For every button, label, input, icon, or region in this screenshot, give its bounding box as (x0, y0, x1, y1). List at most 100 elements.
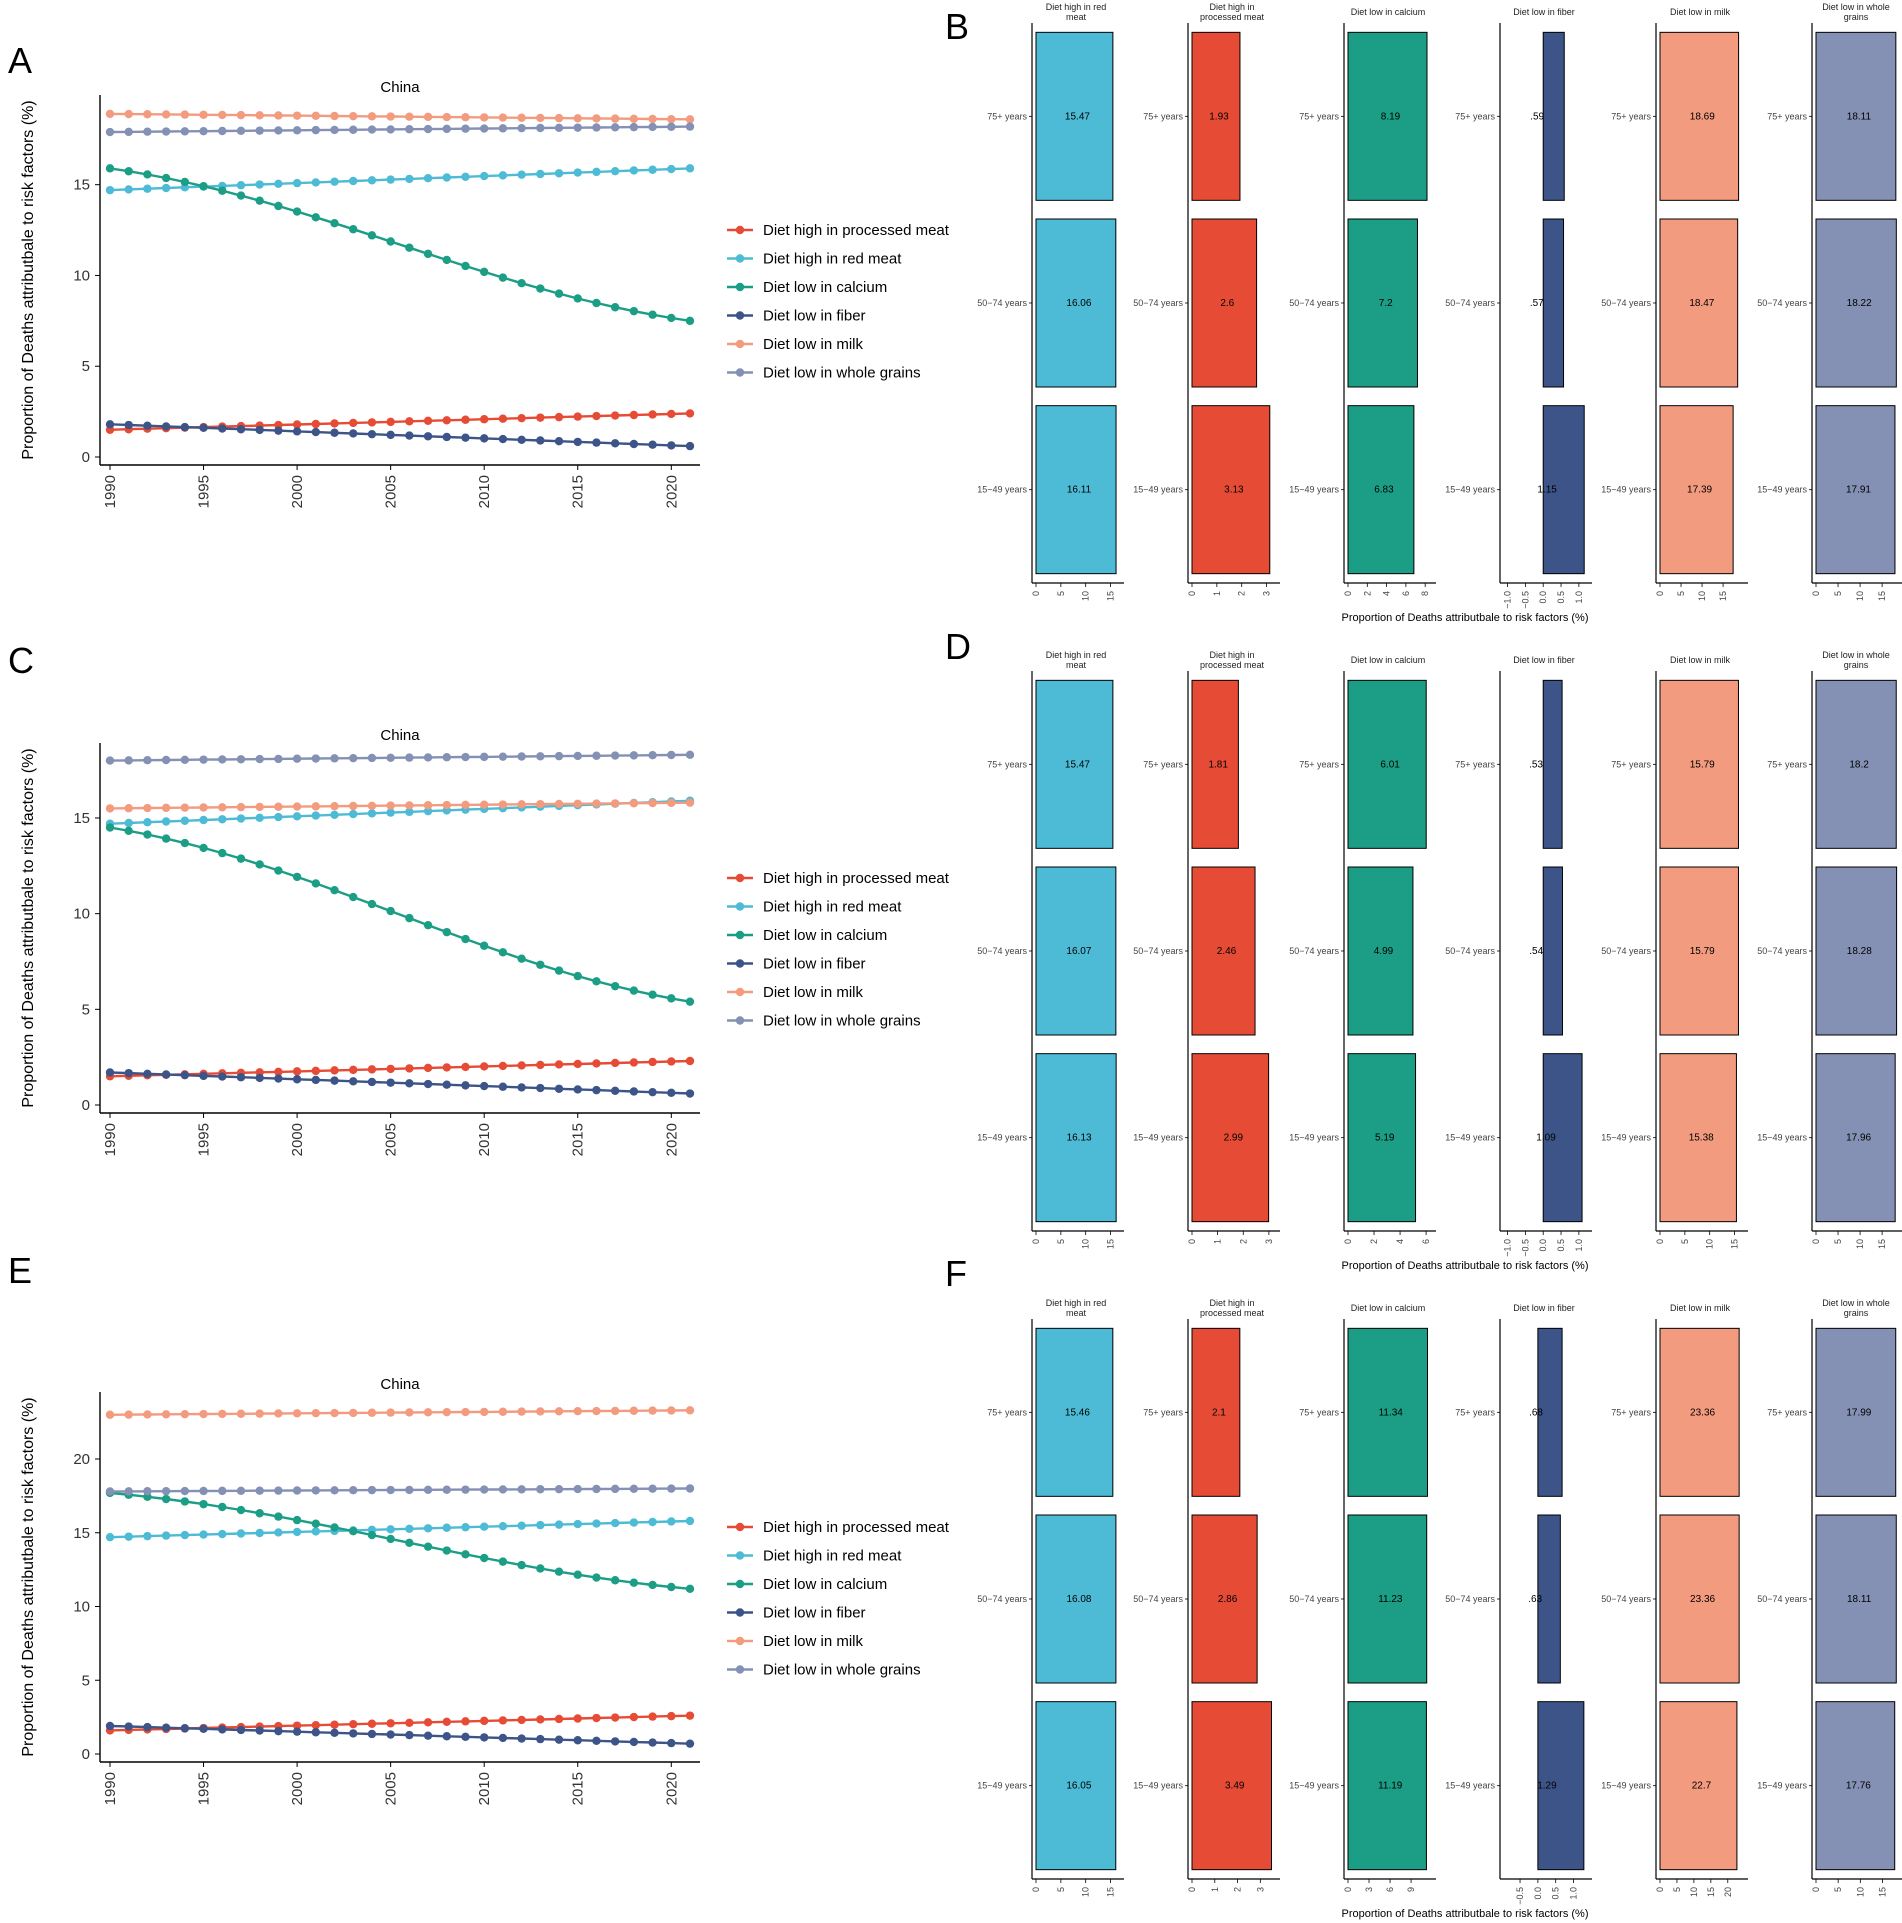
facet-x-tick-label: 10 (1697, 591, 1707, 601)
data-point (161, 422, 171, 431)
data-point (292, 1409, 302, 1418)
facet-x-tick-label: 5 (1833, 1239, 1843, 1244)
data-point (592, 751, 601, 760)
data-point (592, 1085, 601, 1095)
data-point (592, 1573, 601, 1582)
data-point (554, 169, 564, 178)
facet-x-tick-label: 10 (1081, 591, 1091, 601)
data-point (349, 892, 358, 902)
data-point (349, 1065, 358, 1075)
data-point (105, 1487, 115, 1496)
data-point (442, 1717, 451, 1727)
data-point (292, 1486, 302, 1495)
facet-x-tick-label: −0.5 (1520, 1239, 1530, 1257)
data-point (386, 906, 395, 916)
data-point (124, 818, 133, 828)
data-point (554, 751, 564, 761)
data-point (367, 1719, 377, 1728)
data-point (161, 183, 171, 193)
age-group-label: 15−49 years (1601, 485, 1651, 495)
data-point (423, 249, 433, 259)
age-group-label: 50−74 years (1133, 1594, 1183, 1604)
data-point (667, 750, 676, 760)
y-tick-label: 0 (82, 1097, 90, 1114)
legend-marker (735, 311, 745, 320)
bar (1659, 405, 1734, 575)
age-group-label: 50−74 years (977, 298, 1027, 308)
bar (1035, 31, 1114, 201)
bar (1815, 1514, 1897, 1684)
data-point (292, 126, 302, 135)
data-point (517, 413, 526, 423)
data-point (161, 1531, 171, 1540)
data-point (218, 110, 227, 120)
facet-x-tick-label: 0 (1655, 1887, 1665, 1892)
facet-diet-low-in-milk: Diet low in milk 0 5 10 15 75+ years 18.69 50−7… (1601, 7, 1748, 601)
data-point (274, 1074, 283, 1083)
facet-x-tick-label: 10 (1689, 1887, 1699, 1897)
age-group-label: 75+ years (1611, 759, 1651, 769)
data-point (517, 1061, 526, 1070)
data-point (292, 872, 302, 882)
data-point (479, 1553, 489, 1563)
data-point (349, 125, 358, 134)
bar (1542, 866, 1563, 1036)
facet-x-tick-label: 10 (1855, 1887, 1865, 1897)
facet-x-tick-label: 0 (1343, 1239, 1353, 1244)
data-point (423, 1718, 433, 1727)
data-point (442, 124, 451, 134)
data-point (292, 111, 302, 120)
data-point (685, 164, 695, 173)
bar (1537, 1327, 1563, 1497)
data-point (610, 123, 620, 132)
data-point (405, 1730, 414, 1740)
facet-x-tick-label: 0 (1187, 1887, 1197, 1892)
data-point (685, 1739, 695, 1748)
data-point (461, 124, 470, 133)
facet-title-line: Diet low in fiber (1513, 7, 1575, 17)
bar-value-label: 1.29 (1537, 1781, 1557, 1792)
data-point (311, 1066, 321, 1076)
data-point (274, 1067, 283, 1077)
data-point (405, 112, 414, 121)
facet-title-line: Diet low in whole (1822, 1298, 1890, 1308)
bar-value-label: 2.46 (1217, 946, 1237, 957)
age-group-label: 50−74 years (1757, 1594, 1807, 1604)
data-point (573, 294, 582, 303)
data-point (498, 1521, 508, 1531)
data-point (685, 441, 695, 451)
data-point (479, 267, 489, 277)
data-point (311, 802, 321, 811)
bar (1815, 1327, 1897, 1497)
data-point (554, 113, 564, 123)
data-point (629, 166, 639, 175)
data-point (218, 126, 227, 136)
facet-diet-low-in-calcium: Diet low in calcium 0 2 4 6 8 75+ years 8.19 50−… (1289, 7, 1436, 596)
facet-x-tick-label: 0.0 (1538, 591, 1548, 604)
y-tick-label: 15 (73, 1525, 90, 1542)
x-axis-label: Proportion of Deaths attributbale to ris… (1342, 1260, 1589, 1272)
data-point (105, 127, 115, 137)
data-point (274, 1726, 283, 1736)
data-point (667, 1406, 676, 1415)
data-point (349, 1720, 358, 1729)
data-point (199, 1724, 208, 1734)
facet-x-tick-label: −1.0 (1503, 1239, 1513, 1257)
data-point (274, 1486, 283, 1495)
facet-x-tick-label: −0.5 (1520, 591, 1530, 609)
data-point (685, 798, 695, 807)
data-point (236, 110, 246, 120)
data-point (274, 111, 283, 120)
data-point (405, 1538, 414, 1548)
data-point (255, 425, 264, 435)
bar (1659, 866, 1739, 1036)
data-point (218, 1529, 227, 1539)
x-tick-label: 1990 (102, 1772, 119, 1805)
bar-value-label: 17.96 (1846, 1133, 1871, 1144)
data-point (311, 213, 321, 222)
data-point (405, 125, 414, 134)
legend-marker (735, 1016, 745, 1025)
data-point (367, 1530, 377, 1540)
data-point (479, 124, 489, 133)
